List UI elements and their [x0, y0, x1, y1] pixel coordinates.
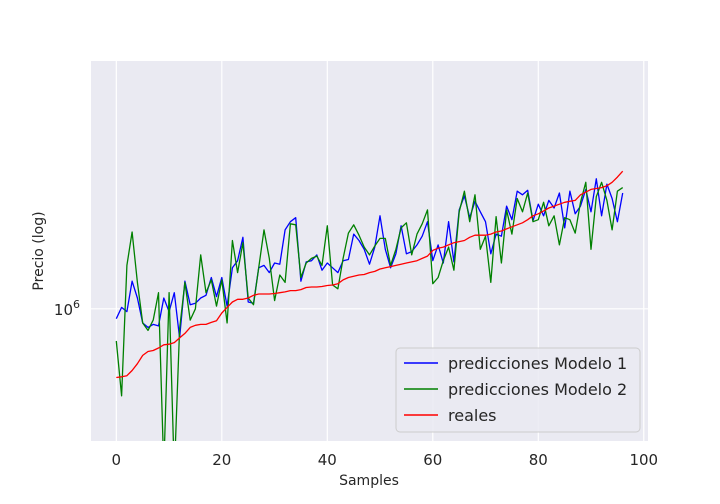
y-tick-label: 106: [54, 298, 80, 319]
x-tick-label: 40: [318, 451, 337, 469]
x-tick-label: 80: [529, 451, 548, 469]
x-axis-ticks: 0 20 40 60 80 100: [112, 451, 659, 469]
legend-entry: reales: [448, 406, 497, 425]
series-layer: [115, 170, 624, 441]
x-axis-label: Samples: [339, 473, 399, 489]
series-line-2: [115, 181, 624, 441]
y-axis-ticks: 106: [54, 298, 80, 319]
y-axis-label: Precio (log): [31, 211, 47, 290]
legend-entry: predicciones Modelo 2: [448, 380, 627, 399]
x-tick-label: 0: [112, 451, 122, 469]
legend: predicciones Modelo 1 predicciones Modelo…: [395, 347, 641, 433]
x-tick-label: 100: [629, 451, 658, 469]
x-tick-label: 60: [423, 451, 442, 469]
series-line-3: [116, 170, 624, 379]
series-line-1: [115, 178, 624, 339]
series-lines: [115, 170, 624, 441]
x-tick-label: 20: [212, 451, 231, 469]
legend-entry: predicciones Modelo 1: [448, 354, 627, 373]
legend-box: [395, 347, 641, 433]
